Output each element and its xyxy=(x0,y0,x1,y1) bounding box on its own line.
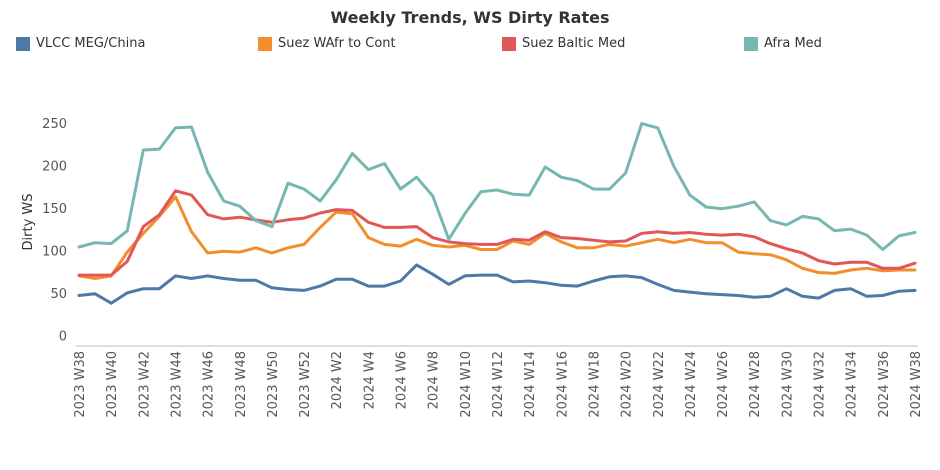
x-tick-label: 2024 W12 xyxy=(491,351,506,418)
x-tick-label: 2024 W28 xyxy=(748,351,763,418)
legend-item-suez-wafr[interactable]: Suez WAfr to Cont xyxy=(258,36,396,51)
y-tick-label: 250 xyxy=(42,117,67,132)
series-line-vlcc-meg-china[interactable] xyxy=(77,263,917,305)
series-line-afra-med[interactable] xyxy=(77,122,917,251)
x-tick-label: 2024 W4 xyxy=(362,351,377,409)
x-tick-label: 2024 W38 xyxy=(909,351,924,418)
chart-title: Weekly Trends, WS Dirty Rates xyxy=(330,8,610,27)
series-line-suez-wafr-to-cont[interactable] xyxy=(77,195,917,280)
x-tick-label: 2024 W22 xyxy=(652,351,667,418)
x-tick-label: 2023 W46 xyxy=(202,351,217,418)
legend-label: Afra Med xyxy=(764,36,822,51)
x-tick-label: 2024 W10 xyxy=(459,351,474,418)
x-tick-label: 2024 W30 xyxy=(780,351,795,418)
y-tick-label: 50 xyxy=(50,287,67,302)
x-tick-label: 2024 W14 xyxy=(523,351,538,418)
legend-label: Suez WAfr to Cont xyxy=(278,36,396,51)
legend-item-vlcc[interactable]: VLCC MEG/China xyxy=(16,36,145,51)
legend-item-afra-med[interactable]: Afra Med xyxy=(744,36,822,51)
legend-swatch xyxy=(16,36,30,51)
axes: 0 50 100 150 200 250 2023 W38 2023 W40 2023 W42 2… xyxy=(42,117,924,418)
x-tick-label: 2024 W32 xyxy=(813,351,828,418)
legend-label: VLCC MEG/China xyxy=(36,36,146,51)
x-tick-label: 2024 W6 xyxy=(395,351,410,409)
y-tick-label: 100 xyxy=(42,244,67,259)
y-tick-label: 0 xyxy=(59,329,67,344)
x-tick-label: 2023 W50 xyxy=(266,351,281,418)
x-tick-label: 2024 W26 xyxy=(716,351,731,418)
legend-swatch xyxy=(258,36,272,51)
x-tick-label: 2024 W8 xyxy=(427,351,442,409)
x-tick-label: 2024 W20 xyxy=(620,351,635,418)
legend-item-suez-baltic[interactable]: Suez Baltic Med xyxy=(502,36,625,51)
series-line-suez-baltic-med[interactable] xyxy=(77,189,917,277)
legend-swatch xyxy=(744,36,758,51)
x-tick-label: 2023 W40 xyxy=(105,351,120,418)
x-tick-label: 2023 W52 xyxy=(298,351,313,418)
y-tick-label: 200 xyxy=(42,159,67,174)
x-tick-label: 2023 W48 xyxy=(234,351,249,418)
x-tick-label: 2023 W42 xyxy=(137,351,152,418)
x-tick-label: 2024 W18 xyxy=(587,351,602,418)
legend: VLCC MEG/China Suez WAfr to Cont Suez Ba… xyxy=(0,36,940,54)
y-tick-label: 150 xyxy=(42,202,67,217)
y-axis-label: Dirty WS xyxy=(21,194,36,251)
legend-swatch xyxy=(502,36,516,51)
x-tick-label: 2024 W2 xyxy=(330,351,345,409)
x-tick-label: 2024 W36 xyxy=(877,351,892,418)
series-lines xyxy=(77,122,917,305)
legend-label: Suez Baltic Med xyxy=(522,36,626,51)
x-tick-label: 2023 W38 xyxy=(73,351,88,418)
x-tick-label: 2024 W34 xyxy=(845,351,860,418)
x-tick-label: 2023 W44 xyxy=(169,351,184,418)
x-tick-label: 2024 W24 xyxy=(684,351,699,418)
x-tick-label: 2024 W16 xyxy=(555,351,570,418)
